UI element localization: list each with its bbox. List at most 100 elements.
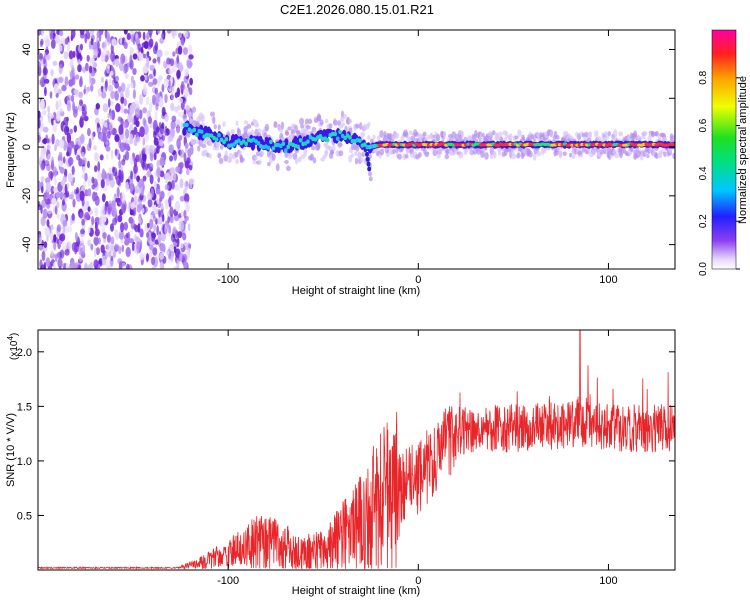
noise-blob: [44, 86, 47, 97]
signal-halo: [299, 117, 305, 125]
noise-blob: [188, 44, 193, 56]
noise-blob: [81, 151, 85, 158]
noise-blob: [176, 54, 180, 64]
noise-blob: [79, 212, 84, 219]
noise-blob: [119, 142, 126, 153]
signal-halo: [404, 154, 409, 159]
noise-blob: [133, 164, 139, 174]
noise-blob: [41, 30, 44, 38]
signal-halo: [359, 157, 364, 163]
noise-blob: [115, 75, 119, 82]
signal-halo: [189, 118, 194, 124]
noise-blob: [105, 251, 109, 259]
signal-core: [330, 131, 335, 137]
noise-blob: [147, 222, 150, 229]
noise-blob: [170, 252, 174, 262]
noise-blob: [153, 204, 157, 214]
noise-blob: [120, 96, 125, 105]
noise-blob: [94, 228, 100, 237]
snr-x-label: Height of straight line (km): [292, 585, 420, 597]
noise-blob: [95, 221, 98, 231]
noise-blob: [187, 223, 191, 232]
noise-blob: [108, 84, 114, 92]
noise-blob: [110, 90, 116, 99]
noise-blob: [49, 224, 54, 231]
noise-blob: [66, 182, 70, 189]
noise-blob: [61, 84, 67, 92]
noise-blob: [60, 180, 66, 187]
noise-blob: [85, 30, 90, 35]
noise-blob: [131, 75, 134, 84]
noise-blob: [155, 126, 160, 133]
signal-halo: [368, 154, 372, 159]
noise-blob: [97, 40, 100, 49]
signal-halo: [443, 131, 447, 138]
noise-blob: [156, 145, 160, 154]
noise-blob: [65, 262, 69, 269]
snr-scale-exponent: 4: [6, 336, 15, 341]
noise-blob: [131, 244, 135, 251]
noise-blob: [112, 250, 117, 259]
noise-blob: [175, 166, 181, 173]
noise-blob: [52, 60, 58, 66]
noise-blob: [156, 30, 161, 35]
noise-blob: [147, 198, 153, 208]
noise-blob: [102, 103, 109, 113]
noise-blob: [102, 186, 108, 192]
noise-blob: [66, 116, 69, 122]
noise-blob: [165, 250, 170, 256]
noise-blob: [80, 228, 85, 235]
noise-blob: [65, 225, 69, 234]
noise-blob: [186, 157, 191, 164]
noise-blob: [170, 102, 175, 112]
signal-spur: [365, 151, 369, 157]
noise-blob: [74, 74, 80, 80]
noise-blob: [84, 262, 88, 269]
noise-blob: [78, 255, 83, 262]
noise-blob: [146, 170, 152, 178]
noise-blob: [127, 83, 131, 89]
noise-blob: [121, 203, 126, 214]
noise-blob: [118, 86, 122, 93]
signal-halo: [646, 153, 650, 159]
noise-blob: [149, 64, 155, 71]
noise-blob: [188, 243, 192, 249]
noise-blob: [77, 64, 82, 73]
noise-blob: [102, 232, 107, 239]
noise-blob: [189, 77, 194, 86]
noise-blob: [157, 233, 162, 245]
signal-spur: [368, 176, 373, 182]
noise-blob: [146, 232, 150, 238]
noise-blob: [129, 133, 134, 145]
noise-blob: [166, 30, 172, 34]
noise-blob: [51, 133, 55, 145]
noise-blob: [118, 261, 123, 269]
noise-blob: [154, 41, 159, 52]
signal-halo: [379, 148, 385, 156]
noise-blob: [101, 193, 106, 203]
signal-halo: [584, 131, 589, 138]
noise-blob: [122, 63, 128, 75]
noise-blob: [137, 203, 143, 210]
noise-blob: [43, 160, 50, 167]
signal-halo: [604, 135, 610, 140]
signal-halo: [280, 121, 285, 130]
noise-blob: [160, 244, 165, 251]
noise-blob: [69, 58, 74, 69]
noise-blob: [118, 124, 124, 135]
noise-blob: [46, 219, 50, 227]
signal-halo: [258, 159, 262, 165]
noise-blob: [121, 170, 124, 179]
noise-blob: [124, 73, 129, 79]
noise-blob: [131, 101, 136, 109]
noise-blob: [161, 106, 166, 117]
noise-blob: [102, 133, 107, 143]
noise-blob: [79, 30, 85, 36]
snr-scale-label: (x104): [6, 333, 20, 360]
noise-blob: [140, 75, 145, 82]
noise-blob: [82, 244, 86, 256]
noise-blob: [176, 138, 181, 150]
signal-halo: [619, 148, 625, 155]
noise-blob: [144, 144, 149, 155]
noise-blob: [184, 86, 189, 98]
